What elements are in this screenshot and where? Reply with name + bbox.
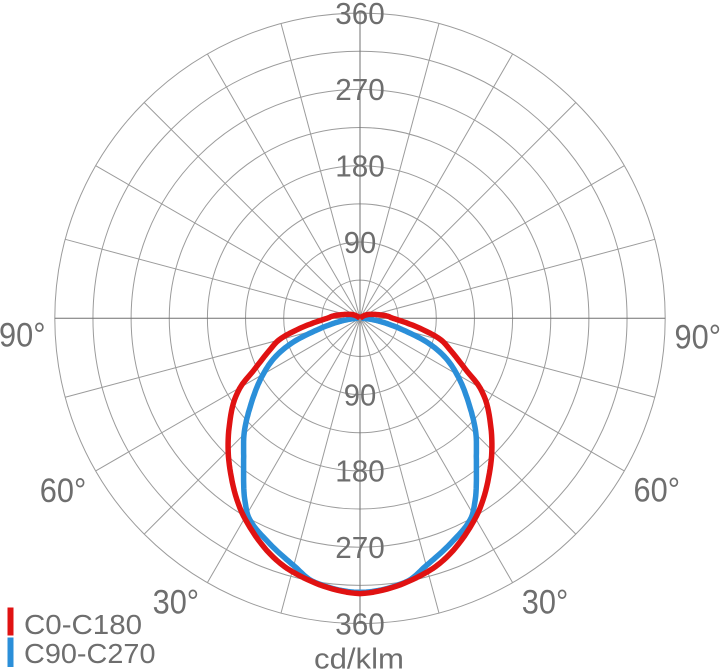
svg-text:C90-C270: C90-C270 xyxy=(24,638,156,669)
svg-text:360: 360 xyxy=(335,606,385,641)
svg-text:C0-C180: C0-C180 xyxy=(24,609,142,640)
svg-text:30°: 30° xyxy=(522,583,569,621)
svg-text:90°: 90° xyxy=(0,317,46,355)
svg-text:90°: 90° xyxy=(675,318,720,356)
svg-text:30°: 30° xyxy=(153,584,200,622)
svg-text:360: 360 xyxy=(335,0,385,31)
svg-text:90: 90 xyxy=(344,377,377,412)
svg-text:60°: 60° xyxy=(40,472,87,510)
svg-text:270: 270 xyxy=(335,530,385,565)
svg-text:cd/klm: cd/klm xyxy=(314,644,404,670)
svg-text:60°: 60° xyxy=(634,471,681,509)
svg-text:270: 270 xyxy=(335,72,385,107)
svg-text:180: 180 xyxy=(335,149,385,184)
svg-text:180: 180 xyxy=(335,454,385,489)
svg-text:90: 90 xyxy=(344,225,377,260)
